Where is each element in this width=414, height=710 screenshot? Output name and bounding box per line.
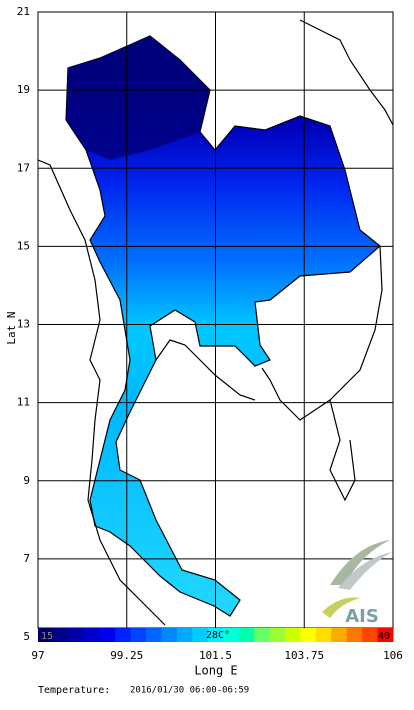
colorbar-min-label: 15 (41, 631, 53, 642)
colorbar-cell (207, 628, 224, 642)
colorbar-cell (192, 628, 209, 642)
colorbar-cell (300, 628, 317, 642)
coastline (37, 159, 166, 626)
colorbar-cell (84, 628, 101, 642)
x-tick-label: 101.5 (199, 649, 232, 662)
land (37, 19, 394, 626)
coastline (329, 399, 356, 502)
x-tick-label: 99.25 (110, 649, 143, 662)
north-region (66, 36, 210, 160)
colorbar-cell (38, 628, 54, 642)
colorbar-cell (176, 628, 193, 642)
y-tick-label: 13 (17, 318, 30, 331)
colorbar-cell (99, 628, 116, 642)
colorbar-cell (315, 628, 332, 642)
colorbar-cell (269, 628, 286, 642)
colorbar-cell (254, 628, 271, 642)
y-tick-label: 15 (17, 239, 30, 252)
logo-text: AIS (345, 606, 379, 627)
coastline (261, 245, 383, 421)
colorbar-cell (284, 628, 301, 642)
coastline (155, 339, 256, 401)
colorbar-cell (223, 628, 240, 642)
colorbar-cell (146, 628, 162, 642)
colorbar-cell (68, 628, 85, 642)
logo: AIS (322, 540, 392, 627)
y-tick-label: 21 (17, 5, 30, 18)
x-tick-label: 97 (31, 649, 44, 662)
colorbar-cell (115, 628, 132, 642)
colorbar-cell (161, 628, 178, 642)
y-tick-label: 9 (23, 474, 30, 487)
x-tick-label: 106 (383, 649, 403, 662)
colorbar-mid-label: 28C° (206, 630, 230, 641)
x-axis-label: Long E (194, 664, 237, 678)
colorbar-cell (362, 628, 379, 642)
y-tick-label: 11 (17, 396, 30, 409)
y-tick-label: 5 (23, 630, 30, 643)
colorbar-max-label: 40 (378, 631, 390, 642)
footer-datetime: 2016/01/30 06:00-06:59 (130, 686, 249, 696)
y-axis-label: Lat N (5, 311, 18, 344)
y-tick-label: 7 (23, 552, 30, 565)
colorbar-cell (238, 628, 255, 642)
coastline (299, 19, 394, 126)
colorbar-cell (331, 628, 348, 642)
thailand (65, 35, 381, 617)
colorbar-cell (346, 628, 363, 642)
footer-label: Temperature: (38, 685, 110, 696)
y-tick-label: 17 (17, 161, 30, 174)
colorbar-cell (53, 628, 70, 642)
colorbar-cell (130, 628, 147, 642)
y-tick-label: 19 (17, 83, 30, 96)
colorbar-cell (377, 628, 394, 642)
x-tick-label: 103.75 (284, 649, 324, 662)
